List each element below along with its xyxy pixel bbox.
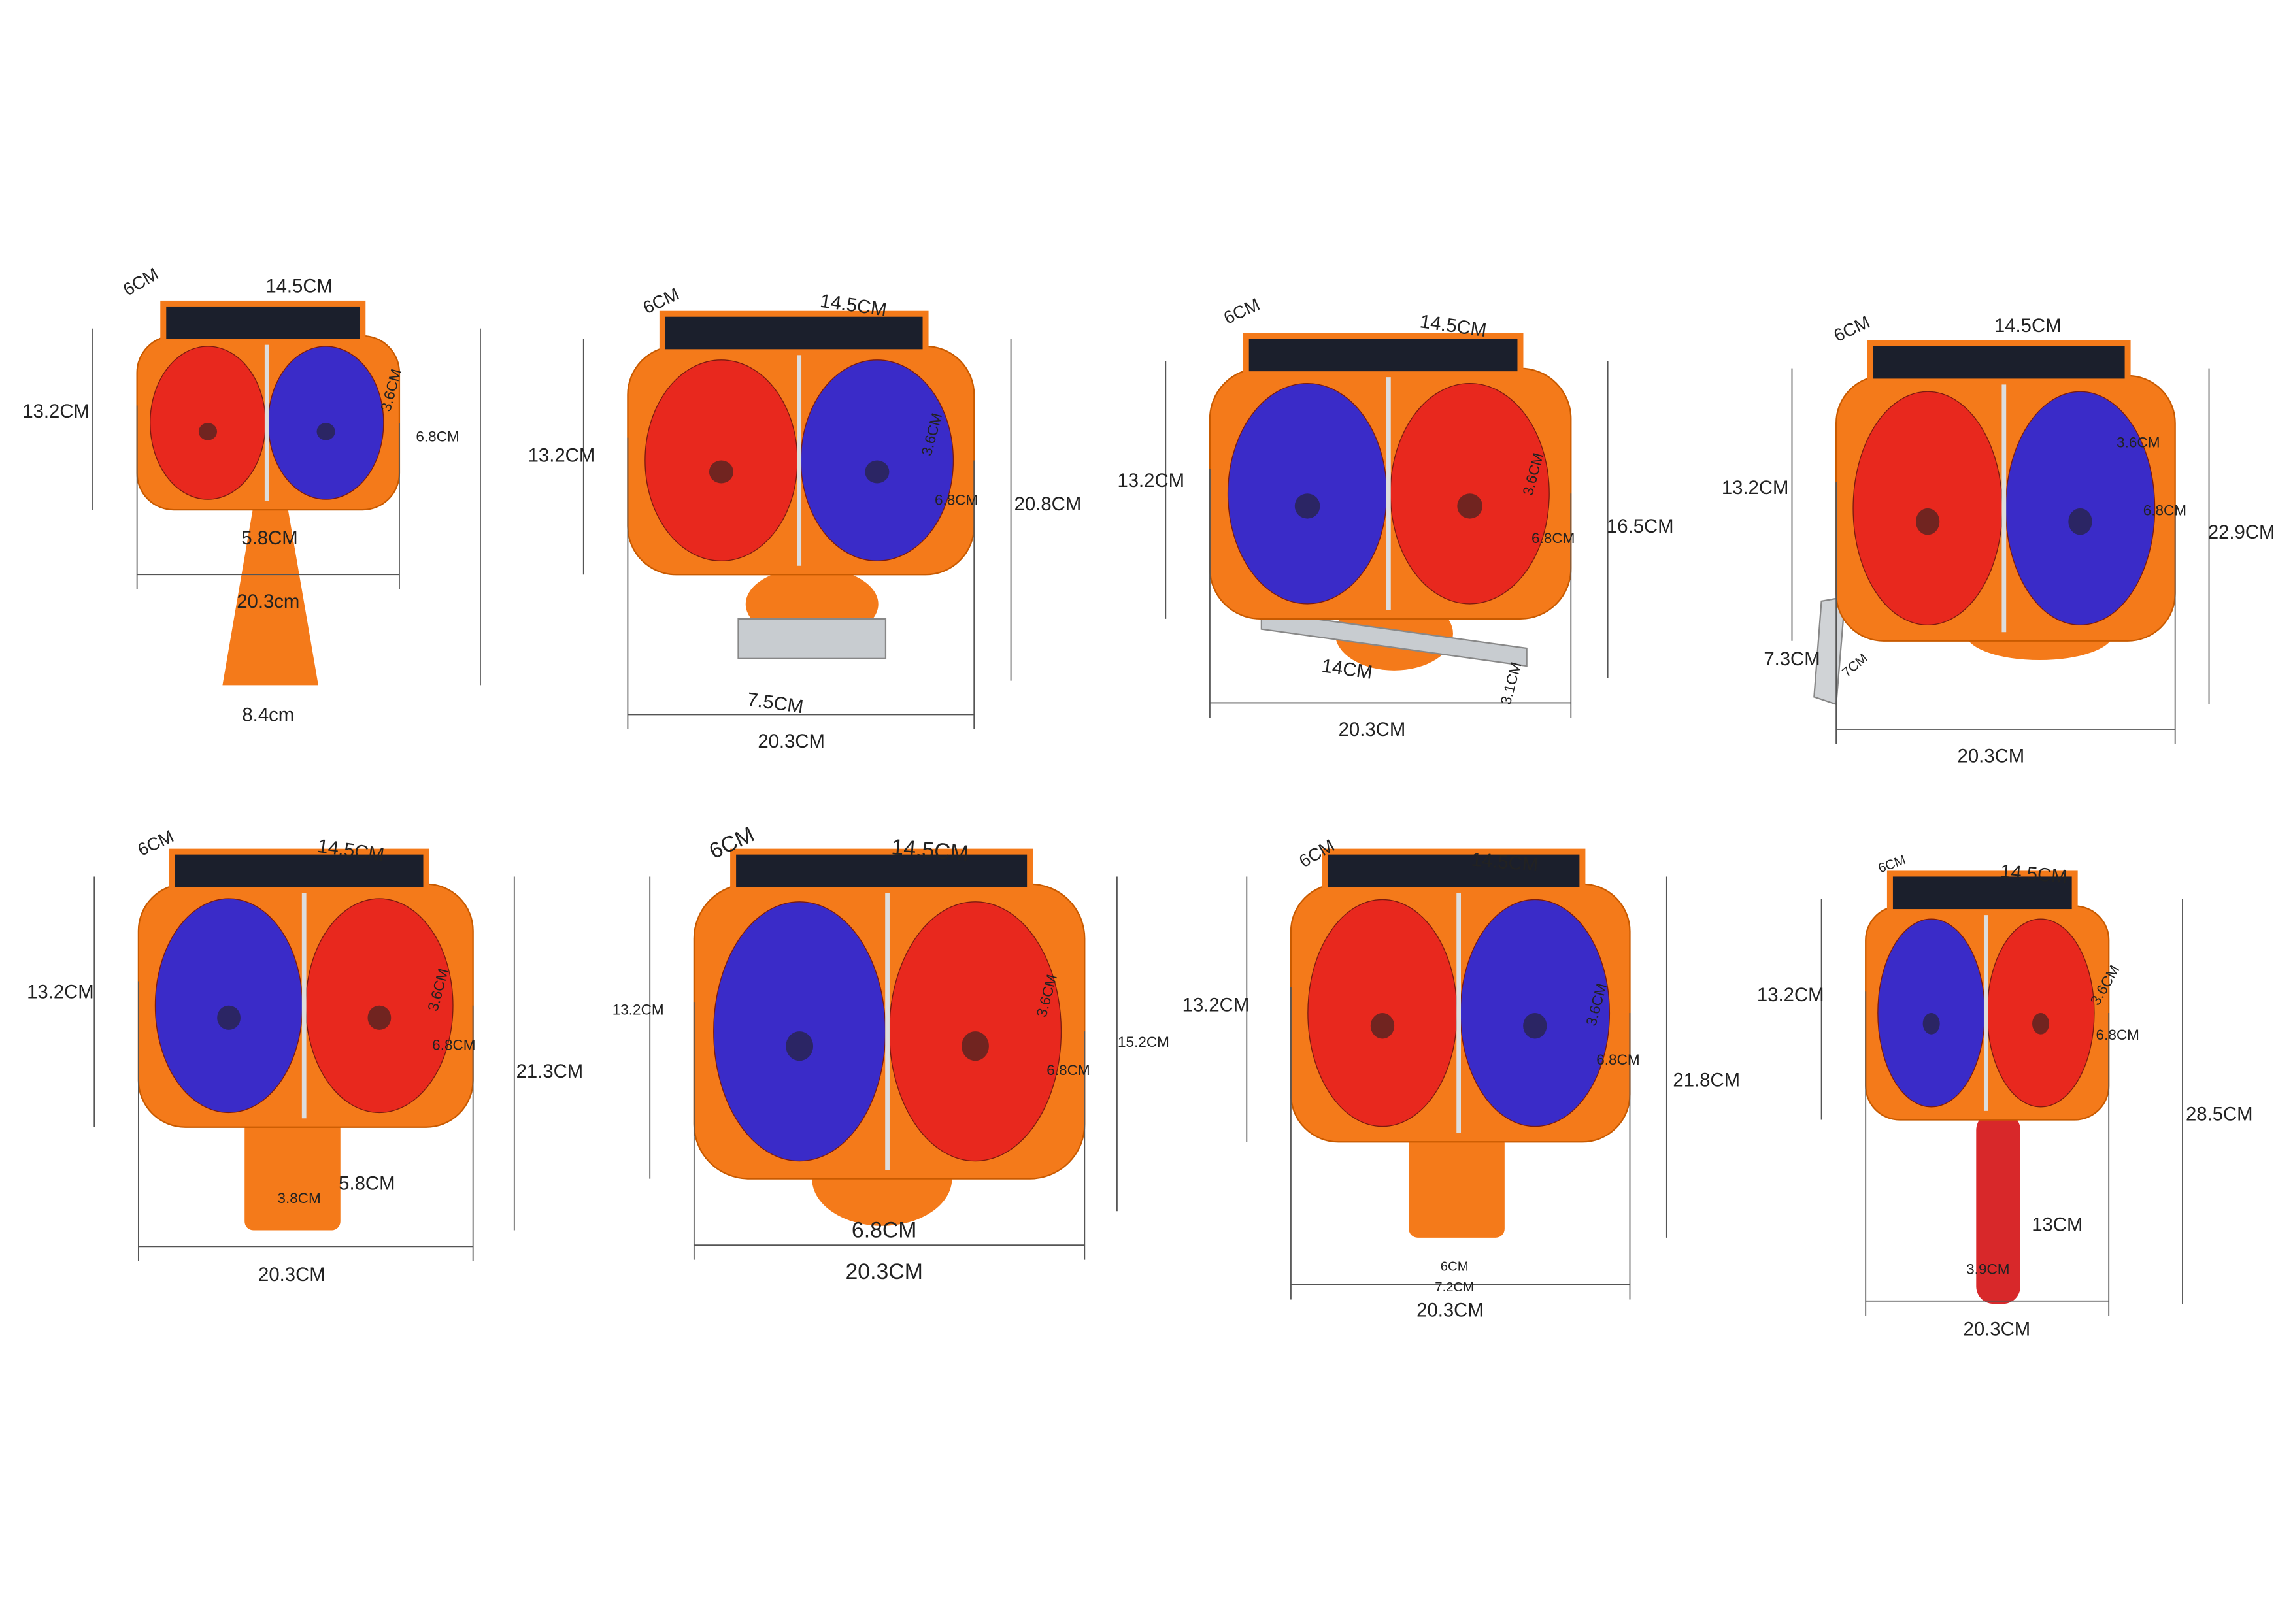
lens-center [198, 423, 218, 440]
dimension-label: 21.3CM [516, 1061, 584, 1082]
dimension-label: 3.8CM [277, 1190, 320, 1206]
dimension-label: 7CM [1840, 651, 1871, 680]
dimension-label: 15.2CM [1118, 1034, 1169, 1050]
dimension-label: 6CM [1221, 295, 1263, 328]
dimension-label: 7.5CM [746, 689, 805, 718]
dimension-label: 13.2CM [1182, 995, 1250, 1016]
dimension-label: 16.5CM [1607, 516, 1674, 537]
dimension-label: 20.3cm [237, 591, 299, 612]
cylinder-base [1409, 1135, 1505, 1238]
dimension-label: 13.2CM [1722, 477, 1789, 499]
lens-center [1370, 1013, 1395, 1039]
dimension-label: 7.3CM [1764, 648, 1820, 670]
dimension-label: 13.2CM [27, 981, 94, 1003]
solar-panel [1243, 333, 1524, 378]
dimension-label: 20.3CM [846, 1259, 923, 1284]
dimension-label: 14.5CM [1994, 315, 2062, 337]
dimension-label: 22.9CM [2208, 522, 2275, 543]
lens-center [1523, 1013, 1547, 1039]
lens-center [1294, 493, 1320, 519]
dimension-label: 13.2CM [1117, 470, 1184, 491]
dimension-label: 6.8CM [1531, 530, 1575, 546]
lens-center [1922, 1013, 1940, 1035]
dimension-label: 8.4cm [242, 704, 294, 725]
dimension-label: 13.2CM [528, 445, 595, 467]
solar-panel [160, 300, 366, 345]
lens-center [1915, 508, 1940, 535]
bracket [737, 618, 887, 659]
dimension-label: 6.8CM [432, 1037, 475, 1053]
cone-base [222, 510, 318, 686]
solar-panel [730, 848, 1033, 893]
dimension-label: 21.8CM [1673, 1070, 1740, 1091]
lens-center [2068, 508, 2092, 535]
product-4: 6CM 14.5CM 13.2CM 3.6CM 6.8CM 22.9CM 7.3CM 7CM 2… [1722, 312, 2275, 767]
solar-panel [1867, 340, 2131, 385]
plate [1260, 610, 1528, 667]
dimension-label: 6.8CM [2143, 502, 2186, 518]
dimension-label: 5.8CM [241, 527, 297, 549]
lens-center [865, 460, 890, 484]
dimension-label: 3.1CM [1498, 660, 1524, 706]
dimension-label: 13.2CM [22, 401, 90, 422]
dimension-label: 13.2CM [612, 1002, 664, 1018]
dimension-label: 7.2CM [1435, 1280, 1474, 1295]
dimension-label: 6.8CM [935, 491, 978, 508]
solar-panel [659, 310, 929, 356]
dimension-label: 14.5CM [265, 275, 333, 297]
lens-center [962, 1031, 989, 1061]
dimension-label: 6.8CM [416, 429, 459, 445]
lens-center [316, 423, 335, 440]
dimension-label: 6CM [120, 264, 161, 300]
dimension-label: 13CM [2032, 1214, 2083, 1236]
dimension-label: 20.8CM [1014, 493, 1082, 515]
solar-panel [1322, 848, 1586, 893]
dimension-label: 3.6CM [2117, 435, 2160, 451]
lens [1852, 391, 2003, 626]
dimension-label: 20.3CM [258, 1264, 326, 1285]
dimension-label: 20.3CM [758, 731, 825, 752]
lens-center [786, 1031, 814, 1061]
lens [2005, 391, 2156, 626]
solar-panel [1886, 870, 2078, 916]
lens-center [1457, 493, 1482, 519]
dimension-label: 6.8CM [2096, 1027, 2139, 1043]
dimension-label: 28.5CM [2186, 1103, 2253, 1125]
dimension-label: 20.3CM [1958, 746, 2025, 767]
dimension-label: 20.3CM [1964, 1319, 2031, 1340]
dimension-label: 20.3CM [1416, 1299, 1484, 1321]
dimension-label: 6CM [1831, 312, 1873, 346]
cylinder-base [244, 1119, 341, 1231]
pole [1976, 1112, 2020, 1304]
solar-panel [169, 848, 429, 893]
dimension-label: 6.8CM [1596, 1052, 1639, 1068]
dimension-label: 13.2CM [1757, 984, 1824, 1006]
lens-center [709, 460, 733, 484]
dimension-label: 6CM [1441, 1259, 1469, 1274]
dimension-label: 3.9CM [1966, 1261, 2009, 1277]
lens-center [2032, 1013, 2050, 1035]
dimension-label: 20.3CM [1339, 719, 1406, 740]
lens-center [367, 1005, 392, 1030]
dimension-label: 5.8CM [339, 1172, 395, 1194]
lens-center [217, 1005, 241, 1030]
dimension-label: 6.8CM [1046, 1062, 1090, 1078]
dimension-label: 6.8CM [852, 1218, 917, 1243]
